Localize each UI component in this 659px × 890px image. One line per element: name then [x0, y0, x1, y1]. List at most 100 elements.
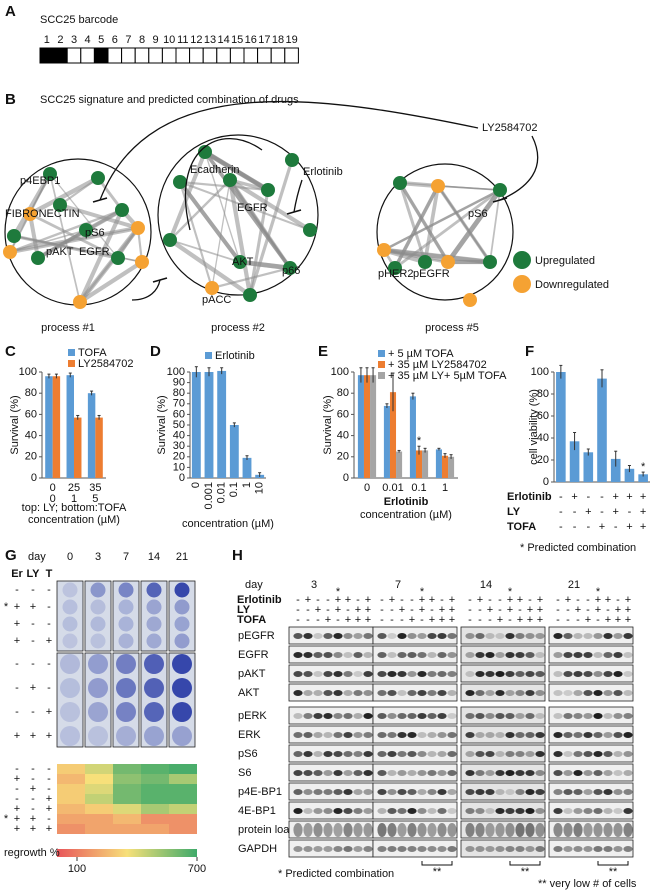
blot-band — [583, 713, 593, 719]
barcode-cell — [80, 47, 95, 64]
blot-band — [603, 652, 613, 658]
blot-band — [495, 770, 505, 776]
treatment-sign: + — [615, 614, 621, 626]
treatment-sign: - — [15, 706, 19, 718]
treatment-sign: - — [478, 604, 482, 616]
protein-label: EGFR — [238, 649, 269, 661]
bracket-label: ** — [433, 866, 442, 878]
treatment-sign: + — [46, 706, 52, 718]
blot-band — [353, 690, 363, 696]
network-edge — [78, 260, 144, 304]
blot-band — [505, 690, 515, 696]
blot-strip — [548, 626, 634, 645]
blot-band — [563, 751, 573, 757]
blot-band — [323, 770, 333, 776]
blot-band — [563, 633, 573, 639]
blot-band — [417, 770, 427, 776]
blot-strip — [548, 782, 634, 801]
network-edge — [204, 151, 241, 263]
treatment-sign: + — [30, 813, 36, 825]
barcode-title: SCC25 barcode — [40, 14, 118, 26]
bar — [422, 450, 429, 478]
heatmap-cell — [169, 794, 197, 804]
treatment-sign: + — [565, 594, 571, 606]
heatmap-cell — [141, 784, 169, 794]
bar — [435, 449, 442, 478]
y-tick-label: 20 — [337, 451, 349, 463]
blot-band — [485, 846, 495, 852]
table-sign: + — [640, 491, 646, 503]
protein-label: pAKT — [238, 668, 266, 680]
network-edge — [29, 212, 119, 260]
treatment-sign: - — [31, 618, 35, 630]
blot-band — [427, 671, 437, 677]
blot-band — [485, 633, 495, 639]
blot-band — [353, 671, 363, 677]
y-tick-label: 30 — [173, 440, 185, 452]
blot-band — [397, 690, 407, 696]
well — [60, 678, 80, 698]
panel-label: H — [232, 547, 243, 564]
table-sign: - — [600, 506, 604, 518]
blot-band — [613, 846, 623, 852]
blot-band — [313, 690, 323, 696]
blot-band — [407, 732, 417, 738]
blot-band — [525, 732, 535, 738]
drug-header: Er — [11, 568, 23, 580]
network-edge — [398, 182, 450, 263]
blot-band — [343, 690, 353, 696]
blot-band — [447, 770, 457, 776]
bar — [363, 375, 371, 478]
colorbar-title: regrowth % — [4, 847, 60, 859]
bar — [624, 468, 635, 482]
inhibition-arc — [99, 100, 479, 201]
blot-band — [323, 671, 333, 677]
colorbar-tick-label: 700 — [188, 863, 206, 875]
blot-band — [363, 633, 373, 639]
blot-band — [333, 652, 343, 658]
well — [88, 678, 108, 698]
blot-band — [343, 770, 353, 776]
blot-band — [363, 751, 373, 757]
blot-band — [417, 846, 427, 852]
treatment-sign: - — [15, 793, 19, 805]
bar — [383, 405, 390, 478]
network-node — [431, 179, 445, 193]
network-node — [91, 171, 105, 185]
treatment-sign: + — [14, 730, 20, 742]
treatment-sign: + — [527, 614, 533, 626]
blot-band — [353, 652, 363, 658]
legend-label: Downregulated — [535, 279, 609, 291]
well — [88, 702, 108, 722]
blot-band — [323, 652, 333, 658]
node-label: pS6 — [85, 227, 105, 239]
y-tick-label: 60 — [173, 408, 185, 420]
network-edge — [49, 173, 81, 303]
blot-band — [593, 633, 603, 639]
heatmap-cell — [57, 824, 85, 834]
treatment-sign: + — [355, 604, 361, 616]
blot-band — [623, 671, 633, 677]
blot-band — [303, 633, 313, 639]
barcode-cell — [257, 47, 272, 64]
blot-band — [603, 808, 613, 814]
x-tick-label: 0 — [190, 482, 202, 488]
table-sign: - — [573, 506, 577, 518]
network-node — [441, 255, 455, 269]
network-node — [79, 223, 93, 237]
blot-band — [407, 823, 417, 837]
table-row-label: Erlotinib — [507, 491, 552, 503]
blot-band — [377, 789, 387, 795]
x-tick-label: 25 — [68, 482, 80, 494]
blot-band — [505, 652, 515, 658]
blot-band — [623, 770, 633, 776]
blot-band — [377, 633, 387, 639]
blot-band — [387, 633, 397, 639]
treatment-sign: + — [605, 614, 611, 626]
blot-band — [447, 789, 457, 795]
treatment-sign: - — [326, 594, 330, 606]
blot-band — [505, 633, 515, 639]
y-tick-label: 90 — [173, 377, 185, 389]
treatment-sign: + — [315, 604, 321, 616]
blot-band — [363, 770, 373, 776]
